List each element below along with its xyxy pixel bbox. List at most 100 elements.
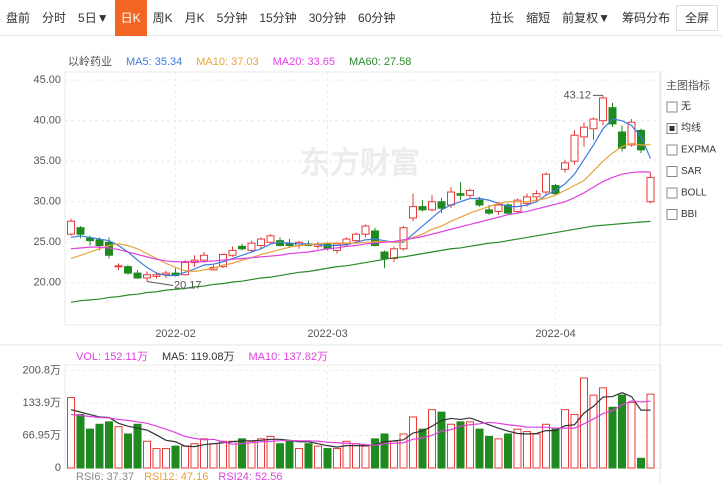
volume-bar (190, 443, 199, 469)
volume-bar (304, 443, 313, 469)
volume-bar (485, 435, 493, 469)
tab[interactable]: 5日▼ (78, 10, 109, 25)
tab[interactable]: 15分钟 (259, 10, 297, 25)
volume-bar (532, 433, 541, 469)
y-tick-label: 200.8万 (22, 364, 61, 376)
volume-bar (219, 440, 227, 469)
volume-bar (456, 421, 465, 469)
option-checkbox[interactable] (666, 187, 678, 199)
tab[interactable]: 5分钟 (216, 10, 248, 25)
volume-bar (504, 433, 512, 469)
tool-button[interactable]: 拉长 (490, 10, 515, 25)
tab[interactable]: 分时 (42, 10, 67, 25)
volume-bar (561, 409, 569, 469)
volume-bar (447, 423, 455, 469)
option-label[interactable]: BBI (681, 209, 697, 220)
volume-bar (380, 433, 389, 469)
tool-button[interactable]: 缩短 (526, 10, 551, 25)
volume-bar (143, 440, 151, 469)
y-tick-label: 35.00 (33, 155, 61, 167)
tab[interactable]: 30分钟 (308, 10, 347, 25)
volume-bar (580, 377, 588, 469)
volume-bar (466, 421, 474, 469)
volume-bar (67, 397, 75, 469)
option-label[interactable]: SAR (681, 166, 702, 177)
legend-entry: MA10: 37.03 (196, 56, 258, 68)
volume-bar (171, 445, 180, 469)
candle-body (504, 204, 512, 214)
option-checkbox[interactable] (666, 209, 678, 220)
candle-body (580, 126, 588, 138)
volume-bar (105, 421, 113, 469)
rsi-legend: RSI24: 52.56 (218, 471, 282, 483)
y-tick-label: 30.00 (33, 196, 61, 208)
watermark: 东方财富 (300, 146, 420, 180)
y-tick-label: 66.95万 (22, 429, 61, 441)
rsi-legend: RSI12: 47.16 (144, 471, 208, 483)
x-tick-label: 2022-03 (307, 328, 347, 340)
volume-bar (257, 438, 265, 469)
tool-button[interactable]: 前复权▼ (562, 10, 610, 25)
option-checkbox[interactable] (666, 144, 678, 156)
option-label[interactable]: EXPMA (681, 145, 716, 156)
legend-entry: MA5: 35.34 (126, 56, 182, 68)
volume-legend: MA5: 119.08万 (162, 351, 235, 363)
volume-bar (399, 433, 408, 469)
candle-body (646, 176, 655, 203)
candle-body (618, 131, 626, 149)
option-label[interactable]: 均线 (681, 121, 701, 134)
toolbar: 盘前 分时 5日▼ 日K 周K 月K 5分钟 15分钟 30分钟 60分钟 拉长 缩短 前复权▼ 筹码分布… (0, 0, 722, 36)
volume-bar (333, 448, 341, 469)
ma-line (70, 118, 652, 277)
y-tick-label: 40.00 (33, 115, 61, 127)
fullscreen-button[interactable]: 全屏 (675, 4, 718, 31)
stock-name: 以岭药业 (68, 54, 112, 68)
candle-body (599, 97, 607, 122)
volume-bar (238, 438, 246, 469)
high-annotation: 43.12 (563, 89, 591, 101)
volume-bar (371, 438, 379, 469)
volume-bar (86, 428, 94, 469)
candle-body (589, 118, 598, 130)
volume-bar (181, 445, 189, 469)
candle-body (114, 265, 123, 268)
tab[interactable]: 月K (184, 10, 205, 25)
volume-bar (361, 445, 370, 469)
option-label[interactable]: BOLL (681, 188, 707, 199)
tab[interactable]: 日K (114, 0, 147, 36)
tool-button[interactable]: 筹码分布 (621, 10, 670, 25)
volume-bar (276, 443, 284, 469)
option-label[interactable]: 无 (681, 102, 691, 113)
tab[interactable]: 周K (152, 10, 173, 25)
candle-body (561, 162, 569, 170)
candle-body (371, 230, 379, 247)
volume-bar (152, 448, 161, 469)
candle-body (238, 245, 246, 250)
low-annotation: 20.17 (174, 279, 202, 291)
volume-bar (352, 443, 360, 469)
tab[interactable]: 盘前 (6, 10, 31, 25)
volume-bar (133, 423, 142, 469)
candle-body (523, 196, 531, 204)
option-checkbox[interactable] (666, 101, 678, 113)
volume-bar (209, 443, 218, 469)
candle-body (247, 242, 256, 251)
volume-bar (542, 423, 550, 469)
candle-body (285, 243, 294, 247)
volume-bar (589, 394, 598, 469)
checkbox-mark (669, 126, 675, 131)
candle-body (399, 227, 408, 250)
tab[interactable]: 60分钟 (358, 10, 396, 25)
candle-body (532, 193, 541, 198)
candle-body (437, 201, 446, 209)
y-tick-label: 20.00 (33, 277, 61, 289)
candle-body (67, 220, 75, 235)
option-checkbox[interactable] (666, 166, 678, 177)
candle-body (266, 235, 275, 243)
candle-body (124, 266, 132, 274)
candle-body (447, 191, 455, 206)
volume-bar (266, 435, 275, 469)
x-tick-label: 2022-02 (155, 328, 195, 340)
candle-body (390, 248, 398, 260)
volume-bar (409, 416, 417, 469)
